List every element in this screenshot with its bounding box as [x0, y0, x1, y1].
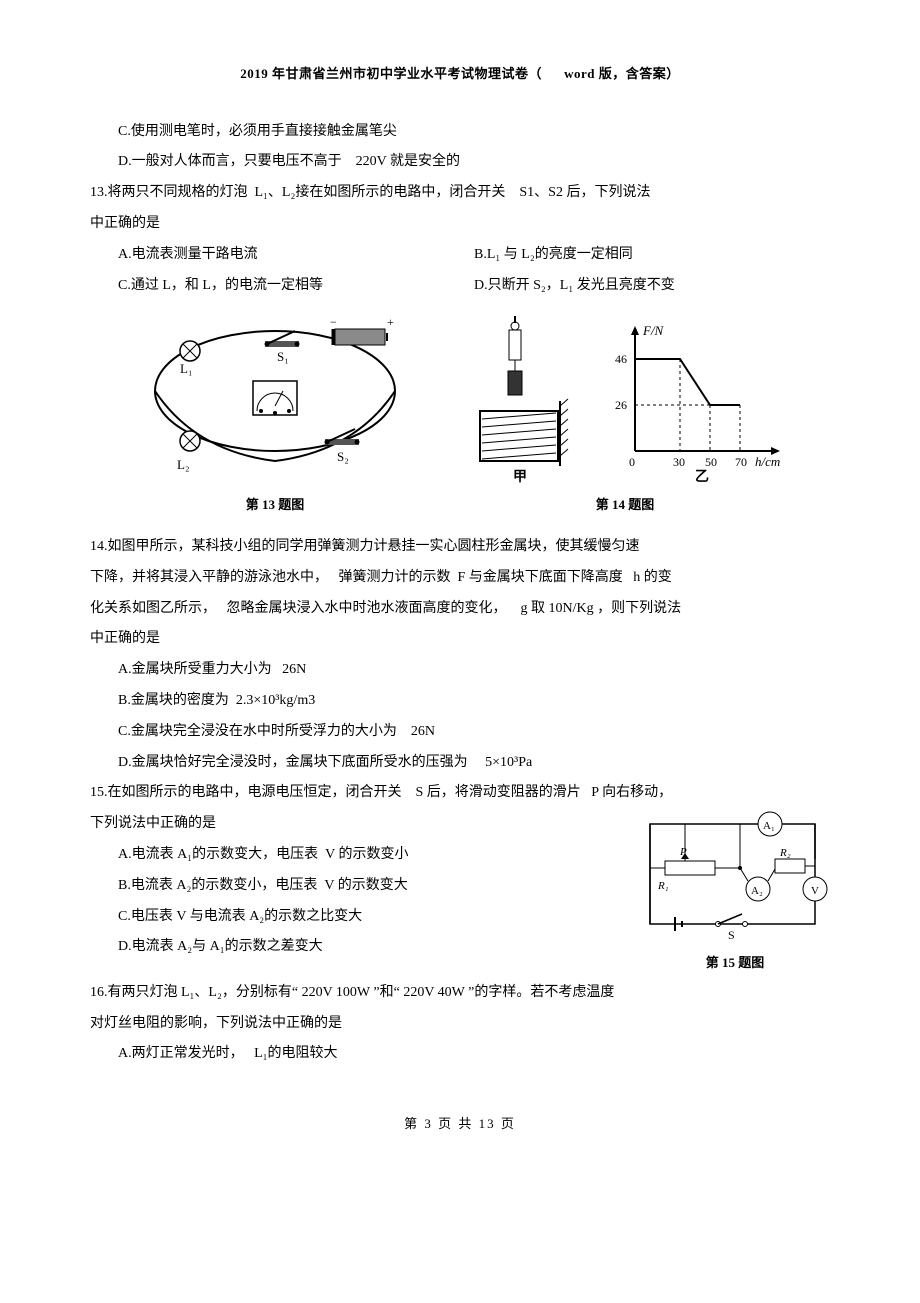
svg-text:h/cm: h/cm [755, 454, 780, 469]
svg-text:L₂: L₂ [177, 457, 189, 472]
circuit-13-svg: − + L₁ L₂ S₁ [135, 311, 415, 491]
circuit-15-svg: A₁ P R₁ A₂ R₂ V [640, 809, 830, 949]
q13-options-row1: A.电流表测量干路电流 B.L₁ 与 L₂的亮度一定相同 [90, 240, 830, 271]
svg-text:S: S [728, 928, 735, 942]
figure-15: A₁ P R₁ A₂ R₂ V [640, 809, 830, 978]
svg-text:A₂: A₂ [751, 885, 763, 897]
option-c: C.使用测电笔时，必须用手直接接触金属笔尖 [90, 117, 830, 148]
q13-B: B.L₁ 与 L₂的亮度一定相同 [474, 240, 830, 271]
header-left: 2019 年甘肃省兰州市初中学业水平考试物理试卷（ [240, 66, 542, 81]
q14-2: 下降，并将其浸入平静的游泳池水中， 弹簧测力计的示数 F 与金属块下底面下降高度… [90, 563, 830, 594]
svg-text:P: P [679, 846, 687, 858]
q13-A: A.电流表测量干路电流 [118, 240, 474, 271]
q13-stem-1: 13.将两只不同规格的灯泡 L₁、L₂接在如图所示的电路中，闭合开关 S1、S2… [90, 178, 830, 209]
svg-text:70: 70 [735, 455, 747, 469]
svg-text:R₁: R₁ [657, 880, 669, 892]
fig14-jia: 甲 [513, 469, 527, 485]
svg-text:F/N: F/N [642, 323, 665, 338]
option-d: D.一般对人体而言，只要电压不高于 220V 就是安全的 [90, 147, 830, 178]
q16-1: 16.有两只灯泡 L₁、L₂，分别标有“ 220V 100W ”和“ 220V … [90, 978, 830, 1009]
q14-A: A.金属块所受重力大小为 26N [90, 655, 830, 686]
q15-1: 15.在如图所示的电路中，电源电压恒定，闭合开关 S 后，将滑动变阻器的滑片 P… [90, 778, 830, 809]
svg-text:+: + [387, 315, 394, 329]
svg-text:乙: 乙 [695, 469, 709, 485]
q13-stem-2: 中正确的是 [90, 209, 830, 240]
fig15-label: 第 15 题图 [640, 949, 830, 978]
q14-3: 化关系如图乙所示， 忽略金属块浸入水中时池水液面高度的变化， g 取 10N/K… [90, 594, 830, 625]
figure-13: − + L₁ L₂ S₁ [135, 311, 415, 520]
q14-1: 14.如图甲所示，某科技小组的同学用弹簧测力计悬挂一实心圆柱形金属块，使其缓慢匀… [90, 532, 830, 563]
svg-text:−: − [330, 315, 337, 329]
q14-4: 中正确的是 [90, 624, 830, 655]
svg-text:V: V [811, 885, 819, 897]
figure-14: 甲 F/N h/cm 46 26 0 30 50 [465, 311, 785, 520]
q16-A: A.两灯正常发光时， L₁的电阻较大 [90, 1039, 830, 1070]
q13-options-row2: C.通过 L，和 L，的电流一定相等 D.只断开 S₂，L₁ 发光且亮度不变 [90, 271, 830, 302]
svg-text:46: 46 [615, 352, 627, 366]
svg-text:S₂: S₂ [337, 449, 349, 464]
svg-text:30: 30 [673, 455, 685, 469]
svg-text:A₁: A₁ [763, 820, 775, 832]
q13-D: D.只断开 S₂，L₁ 发光且亮度不变 [474, 271, 830, 302]
q13-C: C.通过 L，和 L，的电流一定相等 [118, 271, 474, 302]
page-footer: 第 3 页 共 13 页 [90, 1110, 830, 1139]
q14-D: D.金属块恰好完全浸没时，金属块下底面所受水的压强为 5×10³Pa [90, 748, 830, 779]
svg-text:0: 0 [629, 455, 635, 469]
fig14-label: 第 14 题图 [465, 491, 785, 520]
svg-text:S₁: S₁ [277, 349, 289, 364]
page-header: 2019 年甘肃省兰州市初中学业水平考试物理试卷（ word 版，含答案） [90, 60, 830, 89]
svg-text:L₁: L₁ [180, 361, 192, 376]
q14-B: B.金属块的密度为 2.3×10³kg/m3 [90, 686, 830, 717]
figures-row: − + L₁ L₂ S₁ [90, 311, 830, 520]
fig14-svg: 甲 F/N h/cm 46 26 0 30 50 [465, 311, 785, 491]
svg-text:R₂: R₂ [779, 847, 791, 859]
fig13-label: 第 13 题图 [135, 491, 415, 520]
svg-text:26: 26 [615, 398, 627, 412]
q16-2: 对灯丝电阻的影响，下列说法中正确的是 [90, 1009, 830, 1040]
q14-C: C.金属块完全浸没在水中时所受浮力的大小为 26N [90, 717, 830, 748]
header-right: word 版，含答案） [564, 66, 680, 81]
svg-text:50: 50 [705, 455, 717, 469]
